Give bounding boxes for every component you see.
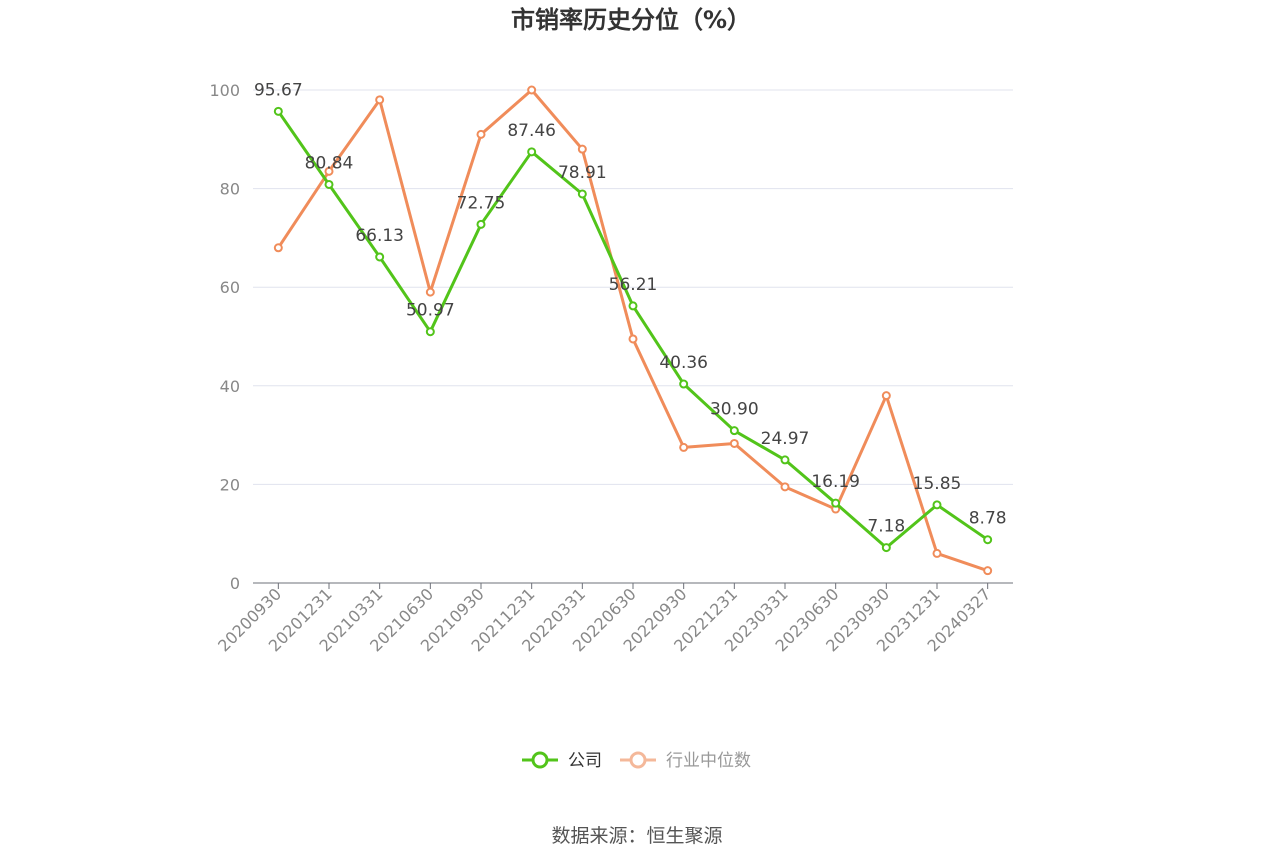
data-label: 50.97 [406, 301, 455, 321]
data-point[interactable] [628, 334, 638, 344]
data-point[interactable] [577, 189, 587, 199]
grid [253, 89, 1013, 485]
y-axis: 0 20 40 60 80 100 [209, 81, 240, 593]
data-label: 95.67 [254, 80, 303, 100]
data-point[interactable] [577, 144, 587, 154]
data-label: 15.85 [913, 474, 962, 494]
data-point[interactable] [324, 179, 334, 189]
data-point[interactable] [881, 543, 891, 553]
data-label: 40.36 [659, 353, 708, 373]
data-point[interactable] [729, 438, 739, 448]
data-point[interactable] [273, 243, 283, 253]
data-label: 80.84 [305, 153, 354, 173]
data-point[interactable] [932, 500, 942, 510]
data-label: 16.19 [811, 472, 860, 492]
legend-item-1[interactable]: 行业中位数 [620, 751, 751, 771]
y-tick-label: 100 [209, 81, 240, 100]
legend-circle-icon [531, 751, 549, 769]
legend-label: 公司 [568, 751, 602, 771]
series-layer: 95.67 80.84 66.13 50.97 72.75 87.46 78.91 56.21… [254, 80, 1007, 576]
data-point[interactable] [476, 219, 486, 229]
data-label: 7.18 [867, 517, 905, 537]
data-point[interactable] [983, 535, 993, 545]
data-point[interactable] [932, 548, 942, 558]
data-labels: 95.67 80.84 66.13 50.97 72.75 87.46 78.91 56.21… [254, 80, 1007, 536]
data-label: 78.91 [558, 163, 607, 183]
data-label: 56.21 [609, 275, 658, 295]
data-label: 66.13 [355, 226, 404, 246]
data-point[interactable] [425, 287, 435, 297]
y-tick-label: 60 [220, 278, 240, 297]
data-point[interactable] [527, 147, 537, 157]
data-point[interactable] [881, 391, 891, 401]
y-tick-label: 80 [220, 180, 240, 199]
y-tick-label: 40 [220, 377, 240, 396]
data-label: 72.75 [457, 193, 506, 213]
series-line [277, 88, 989, 573]
data-label: 24.97 [761, 429, 810, 449]
data-point[interactable] [527, 85, 537, 95]
data-point[interactable] [780, 482, 790, 492]
data-point[interactable] [983, 566, 993, 576]
data-label: 87.46 [507, 121, 556, 141]
data-point[interactable] [375, 252, 385, 262]
data-point[interactable] [729, 426, 739, 436]
chart-title: 市销率历史分位（%） [511, 6, 751, 34]
data-point[interactable] [679, 442, 689, 452]
y-tick-label: 0 [230, 574, 240, 593]
legend[interactable]: 公司 行业中位数 [522, 751, 751, 771]
data-point[interactable] [679, 379, 689, 389]
data-point[interactable] [273, 106, 283, 116]
data-point[interactable] [375, 95, 385, 105]
series-1 [273, 85, 993, 576]
y-tick-label: 20 [220, 475, 240, 494]
data-point[interactable] [324, 166, 334, 176]
series-0 [273, 106, 993, 553]
data-point[interactable] [780, 455, 790, 465]
data-label: 8.78 [969, 509, 1007, 529]
data-label: 30.90 [710, 400, 759, 420]
data-point[interactable] [831, 498, 841, 508]
legend-label: 行业中位数 [666, 751, 751, 771]
data-point[interactable] [476, 129, 486, 139]
legend-item-0[interactable]: 公司 [522, 751, 602, 771]
data-point[interactable] [628, 301, 638, 311]
series-line [277, 110, 989, 550]
legend-circle-icon [629, 751, 647, 769]
data-point[interactable] [425, 327, 435, 337]
source-note: 数据来源：恒生聚源 [551, 825, 722, 847]
x-axis: 2020093020201231202103312021063020210930… [214, 582, 1013, 655]
